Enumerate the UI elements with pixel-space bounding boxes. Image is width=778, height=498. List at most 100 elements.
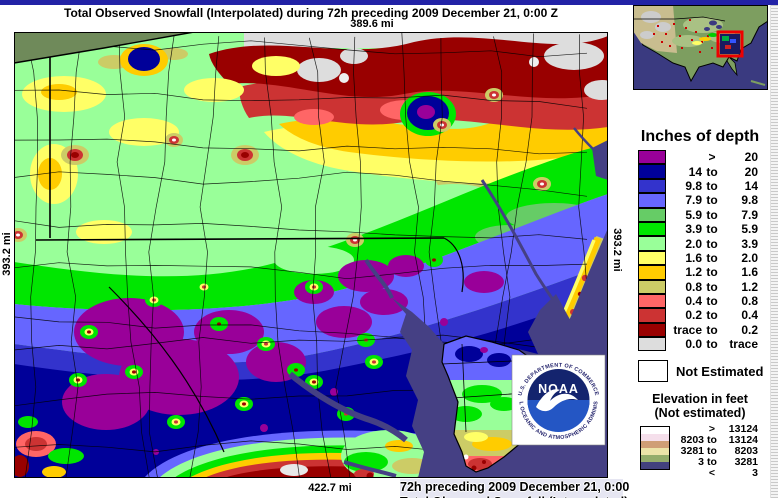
legend-range-separator: to [706,294,718,309]
legend-swatch [638,337,666,352]
legend-row: 9.8 to 14 [638,178,758,194]
elevation-band [641,455,669,462]
elevation-title-line1: Elevation in feet [652,392,748,406]
elevation-legend-title: Elevation in feet (Not estimated) [630,392,770,420]
inset-storm-streak [692,33,718,45]
inset-highlight-box [716,30,744,58]
legend-range-max: 20 [744,164,758,179]
legend-range-max: 14 [744,178,758,193]
legend-swatch [638,178,666,194]
legend-range-min: 2.0 [685,236,702,251]
legend-range-max: 0.2 [741,322,758,337]
legend-range-min: 0.0 [685,337,702,352]
legend-range-separator: to [706,164,718,179]
legend-range-min: 1.6 [685,250,702,265]
legend-range-max: trace [729,337,758,352]
legend-range-max: 3.9 [741,236,758,251]
page-title: Total Observed Snowfall (Interpolated) d… [64,6,558,20]
legend-swatch [638,193,666,208]
elevation-range-separator: to [707,455,717,468]
legend-range-separator: to [706,265,718,280]
legend-row: 1.2 to 1.6 [638,265,758,280]
elevation-row: 8203 to 13124 [672,434,758,447]
elevation-row: 3 to 3281 [672,455,758,468]
elevation-range-separator: to [707,434,717,447]
legend-range-min: 3.9 [685,222,702,237]
elevation-range-min: 3281 [680,445,704,457]
snowfall-map-canvas: NOAA NATIONAL OCEANIC AND ATMOSPHERIC AD… [14,32,608,478]
legend-row: >20 [638,150,758,165]
noaa-acronym: NOAA [538,382,579,396]
snowfall-map: NOAA NATIONAL OCEANIC AND ATMOSPHERIC AD… [14,32,640,498]
legend-swatch [638,265,666,280]
scale-label-top: 389.6 mi [350,18,394,30]
legend-row: trace to 0.2 [638,322,758,338]
legend-title: Inches of depth [640,128,760,145]
legend-row: 3.9 to 5.9 [638,221,758,237]
legend-row: 0.4 to 0.8 [638,293,758,309]
legend-range-min: 7.9 [685,193,702,208]
state-boundaries [35,32,464,453]
legend-range-min: 5.9 [685,207,702,222]
legend-range-min: 14 [688,164,702,179]
top-accent-bar [0,0,778,5]
legend-range-max: 7.9 [741,207,758,222]
elevation-range-min: 8203 [680,434,704,447]
map-border [14,32,608,478]
us-locator-canvas [632,4,769,90]
map-caption-line2: Total Observed Snowfall (Interpolated) [400,495,628,498]
inset-snow-speckles [653,19,713,53]
legend-range-max: 9.8 [741,193,758,208]
elevation-band [641,448,669,455]
legend-panel: Inches of depth >20 14 to 20 9.8 to 14 7.9 to 9.8… [630,92,770,498]
scrollbar[interactable] [770,5,778,498]
legend-range-separator: to [706,236,718,251]
elevation-range-max: 13124 [728,423,758,436]
legend-range-max: 20 [744,150,758,165]
elevation-row: >13124 [672,423,758,436]
legend-not-estimated: Not Estimated [638,360,763,382]
elevation-band [641,462,669,469]
scale-label-right: 393.2 mi [611,228,623,272]
elevation-range-separator: > [708,423,716,436]
legend-range-min: 9.8 [685,178,702,193]
local-snow-spots [14,88,551,429]
legend-range-min: 1.2 [685,265,702,280]
legend-range-separator: to [706,222,718,237]
scale-label-left: 393.2 mi [1,232,13,276]
legend-row: 2.0 to 3.9 [638,236,758,251]
elevation-band [641,434,669,441]
us-locator-inset [632,4,769,90]
not-estimated-label: Not Estimated [676,363,764,379]
elevation-range-max: 8203 [734,445,758,457]
not-estimated-swatch [638,360,668,382]
legend-range-max: 0.4 [741,308,758,323]
elevation-range-max: 13124 [728,434,758,447]
legend-row: 14 to 20 [638,164,758,179]
elevation-title-line2: (Not estimated) [654,406,746,420]
legend-row: 0.0 to trace [638,337,758,352]
legend-swatch [638,150,666,165]
legend-swatch [638,250,666,266]
map-caption-line1: 72h preceding 2009 December 21, 0:00 Z [400,480,641,494]
legend-range-separator: to [706,322,718,337]
elevation-rows: >13124 8203 to 13124 3281 to 8203 3 to 3281 <3 [672,423,758,479]
elevation-range-max: 3 [752,466,758,479]
legend-row: 1.6 to 2.0 [638,250,758,266]
legend-swatch [638,236,666,251]
legend-range-min: 0.8 [685,279,702,294]
legend-range-min: trace [673,322,702,337]
legend-range-max: 0.8 [741,294,758,309]
legend-swatch [638,207,666,222]
legend-range-min: 0.4 [685,294,702,309]
elevation-color-box [640,426,670,470]
lake-erie-region [14,32,195,64]
elevation-range-max: 3281 [734,455,758,468]
elevation-band [641,441,669,448]
legend-swatch [638,221,666,237]
elevation-range-separator: to [707,445,717,457]
elevation-range-min: 3 [698,455,704,468]
legend-swatch [638,164,666,179]
elevation-band [641,427,669,434]
